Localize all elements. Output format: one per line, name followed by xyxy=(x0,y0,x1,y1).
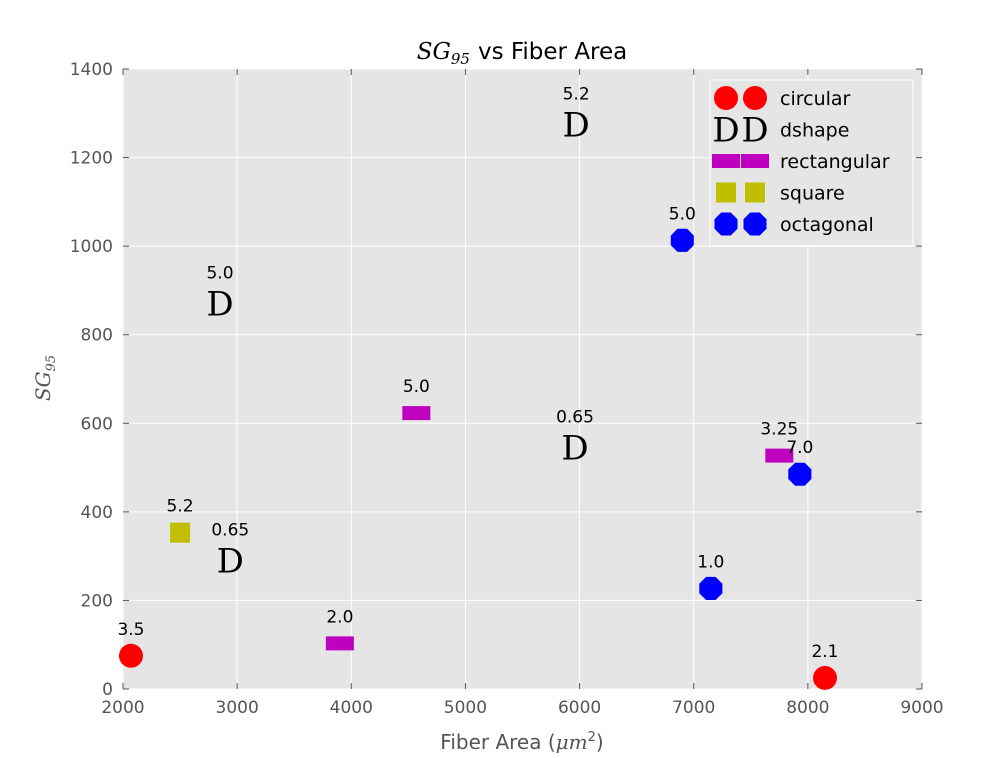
legend-marker: D xyxy=(741,111,768,151)
octagonal-point xyxy=(670,228,694,252)
y-tick-label: 800 xyxy=(81,326,113,346)
y-tick-label: 1000 xyxy=(70,237,113,257)
chart-title: SG95 vs Fiber Area xyxy=(417,39,628,68)
x-tick-label: 2000 xyxy=(101,698,144,718)
data-label: 3.25 xyxy=(760,420,798,440)
y-tick-label: 0 xyxy=(102,680,113,700)
x-tick-label: 5000 xyxy=(444,698,487,718)
legend-marker: D xyxy=(712,111,739,151)
data-label: 5.2 xyxy=(563,84,590,104)
data-label: 2.1 xyxy=(811,642,838,662)
data-label: 5.2 xyxy=(167,497,194,517)
dshape-point: D xyxy=(561,429,588,469)
legend-marker xyxy=(714,86,738,110)
legend-marker xyxy=(745,182,765,203)
legend-marker xyxy=(716,182,736,203)
dshape-point: D xyxy=(563,105,590,145)
legend-label: circular xyxy=(780,88,851,110)
data-label: 2.0 xyxy=(326,607,353,627)
x-tick-label: 7000 xyxy=(672,698,715,718)
square-point xyxy=(170,522,191,543)
x-tick-label: 6000 xyxy=(558,698,601,718)
legend-marker xyxy=(743,212,767,236)
x-tick-label: 4000 xyxy=(330,698,373,718)
legend-marker xyxy=(741,154,769,168)
x-tick-label: 3000 xyxy=(216,698,259,718)
y-tick-label: 200 xyxy=(81,591,113,611)
data-label: 5.0 xyxy=(669,204,696,224)
y-tick-label: 1400 xyxy=(70,60,113,80)
y-axis-title: SG95 xyxy=(31,355,59,401)
legend-marker xyxy=(712,154,740,168)
rectangular-point xyxy=(402,406,431,421)
x-tick-label: 9000 xyxy=(900,698,943,718)
circular-point xyxy=(118,643,143,668)
dshape-point: D xyxy=(217,542,244,582)
data-label: 7.0 xyxy=(786,438,813,458)
legend-marker xyxy=(714,212,738,236)
y-tick-label: 600 xyxy=(81,414,113,434)
x-tick-label: 8000 xyxy=(786,698,829,718)
legend-label: dshape xyxy=(780,120,849,142)
y-tick-label: 400 xyxy=(81,503,113,523)
legend-label: square xyxy=(780,183,845,205)
legend-marker xyxy=(743,86,767,110)
axes: 2000 3000 4000 5000 6000 7000 8000 9000 0 200 400 6… xyxy=(70,60,944,718)
octagonal-point xyxy=(788,462,812,486)
data-label: 1.0 xyxy=(697,552,724,572)
rectangular-point xyxy=(325,636,354,651)
gridlines xyxy=(122,68,923,690)
y-tick-label: 1200 xyxy=(70,149,113,169)
legend-label: octagonal xyxy=(780,214,874,236)
data-label: 3.5 xyxy=(117,620,144,640)
legend-label: rectangular xyxy=(780,151,890,173)
x-axis-title: Fiber Area (μm2) xyxy=(440,730,603,754)
data-label: 5.0 xyxy=(403,377,430,397)
data-label: 5.0 xyxy=(206,264,233,284)
data-label: 0.65 xyxy=(556,408,594,428)
dshape-point: D xyxy=(206,285,233,325)
rectangular-point xyxy=(765,448,794,463)
data-labels: 3.5 2.1 5.0 5.2 0.65 0.65 5.0 2.0 3.25 5.2 5.0 1.0 7… xyxy=(117,84,838,662)
octagonal-point xyxy=(699,576,723,600)
circular-point xyxy=(812,665,837,690)
data-label: 0.65 xyxy=(211,521,249,541)
